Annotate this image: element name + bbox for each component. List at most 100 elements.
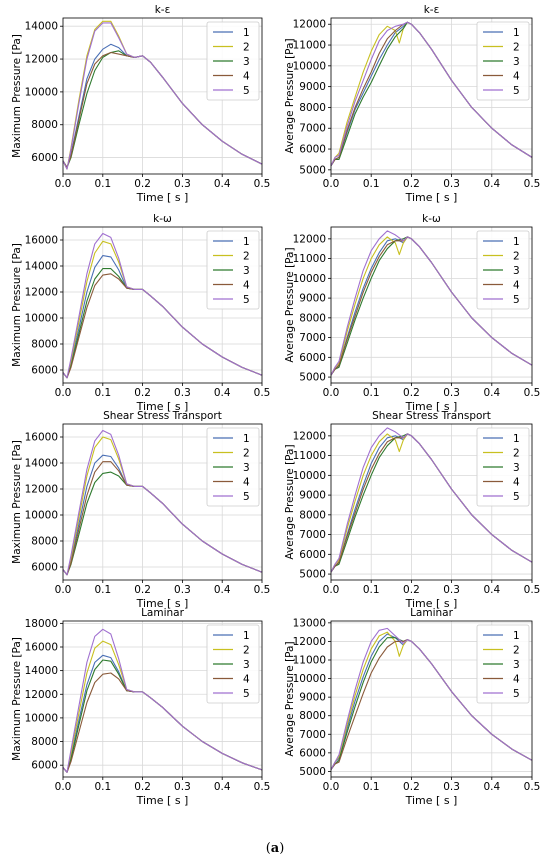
- x-tick-label: 0.2: [403, 178, 420, 190]
- x-tick-label: 0.4: [214, 584, 231, 596]
- legend-label-5: 5: [513, 294, 520, 306]
- y-tick-label: 9000: [299, 490, 326, 502]
- y-tick-label: 6000: [299, 144, 326, 156]
- legend-label-5: 5: [243, 294, 250, 306]
- y-tick-label: 14000: [25, 458, 58, 470]
- series-line-5: [330, 627, 533, 770]
- y-tick-label: 8000: [299, 710, 326, 722]
- y-tick-label: 12000: [25, 287, 58, 299]
- x-tick-label: 0.4: [483, 584, 500, 596]
- y-tick-label: 8000: [31, 736, 58, 748]
- x-tick-label: 0.3: [443, 387, 460, 399]
- axes-frame: [62, 620, 263, 778]
- x-axis-label: Time [ s ]: [405, 400, 458, 413]
- y-tick-label: 7000: [299, 729, 326, 741]
- x-tick-label: 0.1: [363, 584, 380, 596]
- y-tick-label: 12000: [293, 430, 326, 442]
- legend-label-5: 5: [513, 491, 520, 503]
- chart-panel-7: 0.0 0.1 0.2 0.3 0.4 0.5 6000 8000 10000 12000 1400…: [11, 607, 270, 807]
- y-tick-label: 8000: [299, 102, 326, 114]
- chart-title: k-ε: [155, 4, 171, 16]
- chart-panel-5: 0.0 0.1 0.2 0.3 0.4 0.5 6000 8000 10000 12000 1400…: [11, 410, 270, 610]
- x-tick-label: 0.2: [134, 781, 151, 793]
- legend-label-3: 3: [513, 462, 520, 474]
- x-axis-label: Time [ s ]: [136, 794, 189, 807]
- legend-label-5: 5: [243, 688, 250, 700]
- x-tick-label: 0.3: [174, 387, 191, 399]
- legend-label-4: 4: [513, 673, 520, 685]
- y-axis-label: Maximum Pressure [Pa]: [11, 243, 23, 367]
- chart-title: Laminar: [410, 607, 454, 619]
- x-tick-label: 0.0: [55, 387, 72, 399]
- y-tick-label: 12000: [293, 636, 326, 648]
- y-tick-label: 10000: [293, 673, 326, 685]
- chart-title: k-ω: [153, 213, 172, 225]
- series-line-5: [62, 232, 263, 379]
- series-line-5: [62, 628, 263, 773]
- y-tick-label: 14000: [25, 21, 58, 33]
- axes-frame: [330, 17, 533, 175]
- x-tick-label: 0.1: [363, 178, 380, 190]
- x-tick-label: 0.4: [483, 781, 500, 793]
- legend-label-2: 2: [243, 41, 250, 53]
- series-line-5: [330, 230, 533, 376]
- y-tick-label: 7000: [299, 529, 326, 541]
- y-tick-label: 14000: [25, 261, 58, 273]
- legend: 1 2 3 4 5: [206, 21, 260, 101]
- x-tick-label: 0.5: [524, 781, 541, 793]
- legend-label-1: 1: [513, 27, 520, 39]
- chart-panel-6: 0.0 0.1 0.2 0.3 0.4 0.5 5000 6000 7000 8000 9000 10…: [284, 410, 540, 610]
- x-tick-label: 0.0: [55, 781, 72, 793]
- x-axis-label: Time [ s ]: [136, 400, 189, 413]
- y-axis-label: Maximum Pressure [Pa]: [11, 637, 23, 761]
- legend: 1 2 3 4 5: [476, 21, 530, 101]
- y-tick-label: 10000: [25, 313, 58, 325]
- y-tick-label: 8000: [299, 312, 326, 324]
- legend-label-2: 2: [513, 250, 520, 262]
- legend-label-4: 4: [243, 279, 250, 291]
- y-axis-label: Average Pressure [Pa]: [284, 247, 296, 362]
- x-axis-label: Time [ s ]: [405, 597, 458, 610]
- y-tick-label: 14000: [25, 665, 58, 677]
- y-tick-label: 11000: [293, 253, 326, 265]
- y-axis-label: Maximum Pressure [Pa]: [11, 440, 23, 564]
- x-tick-label: 0.5: [254, 584, 271, 596]
- chart-panel-2: 0.0 0.1 0.2 0.3 0.4 0.5 5000 6000 7000 8000 9000 10…: [284, 4, 540, 204]
- chart-title: k-ω: [422, 213, 441, 225]
- axes-frame: [330, 423, 533, 581]
- y-tick-label: 16000: [25, 642, 58, 654]
- y-tick-label: 8000: [31, 536, 58, 548]
- y-tick-label: 16000: [25, 432, 58, 444]
- x-tick-label: 0.5: [254, 178, 271, 190]
- legend-label-1: 1: [243, 27, 250, 39]
- chart-panel-3: 0.0 0.1 0.2 0.3 0.4 0.5 6000 8000 10000 12000 1400…: [11, 213, 270, 413]
- y-tick-label: 10000: [25, 86, 58, 98]
- y-tick-label: 5000: [299, 766, 326, 778]
- chart-title: Shear Stress Transport: [372, 410, 491, 422]
- legend-label-2: 2: [513, 644, 520, 656]
- y-tick-label: 8000: [299, 509, 326, 521]
- legend: 1 2 3 4 5: [476, 427, 530, 507]
- chart-panel-4: 0.0 0.1 0.2 0.3 0.4 0.5 5000 6000 7000 8000 9000 10…: [284, 213, 540, 413]
- x-tick-label: 0.5: [524, 584, 541, 596]
- y-tick-label: 6000: [299, 352, 326, 364]
- legend-label-5: 5: [243, 491, 250, 503]
- y-tick-label: 6000: [31, 152, 58, 164]
- y-tick-label: 10000: [25, 712, 58, 724]
- x-tick-label: 0.1: [363, 387, 380, 399]
- axes-frame: [330, 226, 533, 384]
- x-tick-label: 0.4: [214, 781, 231, 793]
- x-tick-label: 0.2: [403, 584, 420, 596]
- y-tick-label: 6000: [31, 760, 58, 772]
- y-tick-label: 10000: [293, 60, 326, 72]
- x-tick-label: 0.0: [323, 387, 340, 399]
- x-tick-label: 0.1: [94, 781, 111, 793]
- legend-label-1: 1: [513, 433, 520, 445]
- legend-label-2: 2: [243, 644, 250, 656]
- legend-label-1: 1: [513, 630, 520, 642]
- caption-label: a: [270, 841, 280, 856]
- legend-label-3: 3: [243, 659, 250, 671]
- y-tick-label: 12000: [25, 54, 58, 66]
- legend-label-3: 3: [513, 56, 520, 68]
- y-tick-label: 8000: [31, 339, 58, 351]
